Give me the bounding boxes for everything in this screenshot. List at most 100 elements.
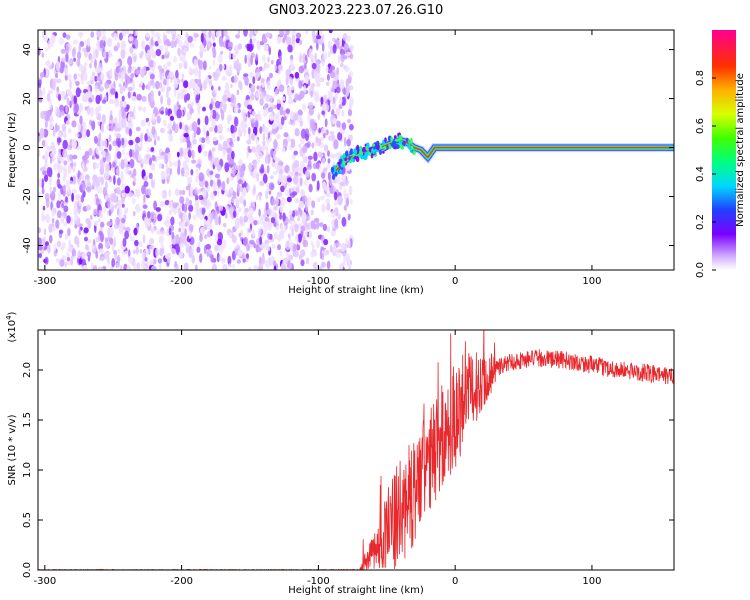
noise-blob bbox=[190, 248, 195, 254]
noise-blob bbox=[56, 240, 62, 248]
noise-blob bbox=[251, 110, 256, 117]
noise-blob bbox=[181, 78, 184, 83]
noise-blob bbox=[339, 62, 344, 68]
noise-blob bbox=[332, 80, 337, 91]
noise-blob bbox=[270, 95, 273, 103]
noise-blob bbox=[334, 152, 341, 160]
noise-blob bbox=[231, 150, 235, 160]
noise-blob bbox=[143, 106, 147, 113]
noise-blob bbox=[299, 165, 303, 174]
noise-blob bbox=[280, 196, 286, 207]
noise-blob bbox=[251, 146, 256, 153]
noise-blob bbox=[127, 56, 133, 66]
noise-blob bbox=[80, 65, 85, 76]
noise-blob bbox=[283, 225, 287, 233]
noise-blob bbox=[151, 126, 156, 136]
noise-blob bbox=[141, 66, 147, 73]
x-tick-label: 0 bbox=[452, 576, 458, 587]
noise-blob bbox=[76, 58, 81, 67]
noise-blob bbox=[346, 35, 351, 42]
noise-blob bbox=[198, 194, 204, 201]
tone-blob bbox=[371, 143, 375, 147]
colorbar-gradient bbox=[712, 30, 736, 270]
noise-blob bbox=[135, 30, 139, 35]
noise-blob bbox=[244, 54, 247, 64]
noise-blob bbox=[247, 228, 252, 233]
noise-blob bbox=[108, 209, 112, 217]
noise-blob bbox=[98, 145, 104, 151]
noise-blob bbox=[134, 39, 139, 48]
noise-blob bbox=[211, 118, 216, 129]
noise-blob bbox=[279, 55, 282, 63]
noise-blob bbox=[91, 120, 96, 131]
x-tick-label: -100 bbox=[307, 576, 330, 587]
noise-blob bbox=[220, 244, 224, 254]
tone-blob bbox=[352, 153, 355, 157]
noise-blob bbox=[307, 114, 311, 123]
noise-blob bbox=[179, 189, 183, 196]
noise-blob bbox=[218, 135, 224, 141]
noise-blob bbox=[331, 88, 335, 93]
noise-blob bbox=[118, 83, 122, 88]
noise-blob bbox=[63, 131, 67, 139]
noise-blob bbox=[41, 139, 46, 147]
noise-blob bbox=[214, 232, 219, 243]
noise-blob bbox=[68, 180, 74, 185]
noise-blob bbox=[257, 247, 262, 253]
noise-blob bbox=[130, 236, 136, 242]
noise-blob bbox=[126, 75, 131, 85]
noise-blob bbox=[153, 258, 157, 265]
noise-blob bbox=[42, 155, 46, 160]
noise-blob bbox=[247, 266, 252, 270]
tone-blob bbox=[359, 150, 363, 155]
noise-blob bbox=[252, 229, 256, 238]
noise-blob bbox=[39, 167, 46, 172]
noise-blob bbox=[206, 135, 211, 145]
x-tick-label: 0 bbox=[452, 276, 458, 287]
noise-blob bbox=[128, 139, 134, 146]
noise-blob bbox=[205, 243, 211, 250]
tone-blob bbox=[353, 148, 358, 155]
noise-blob bbox=[345, 237, 348, 249]
noise-blob bbox=[316, 221, 320, 230]
noise-blob bbox=[168, 133, 174, 142]
noise-blob bbox=[108, 50, 112, 57]
noise-blob bbox=[150, 163, 156, 171]
noise-blob bbox=[304, 170, 310, 178]
noise-blob bbox=[110, 193, 115, 202]
noise-blob bbox=[169, 168, 173, 175]
snr-scale-prefix: (x10 bbox=[7, 320, 18, 343]
noise-blob bbox=[343, 87, 347, 96]
noise-blob bbox=[299, 177, 303, 186]
noise-blob bbox=[237, 179, 243, 185]
noise-blob bbox=[302, 145, 308, 154]
noise-blob bbox=[100, 72, 105, 81]
noise-blob bbox=[234, 116, 239, 127]
noise-blob bbox=[74, 224, 78, 229]
noise-blob bbox=[255, 68, 261, 73]
noise-blob bbox=[128, 249, 131, 257]
noise-blob bbox=[267, 225, 272, 231]
noise-blob bbox=[197, 241, 201, 247]
noise-blob bbox=[102, 30, 106, 38]
noise-blob bbox=[214, 244, 219, 252]
noise-blob bbox=[336, 67, 339, 76]
noise-blob bbox=[291, 153, 296, 160]
noise-blob bbox=[48, 90, 53, 95]
noise-blob bbox=[232, 234, 237, 244]
noise-blob bbox=[49, 234, 53, 244]
noise-blob bbox=[59, 259, 65, 267]
tone-blob bbox=[330, 166, 335, 173]
noise-blob bbox=[291, 162, 297, 173]
noise-blob bbox=[90, 214, 93, 221]
noise-blob bbox=[97, 105, 102, 112]
tone-blob bbox=[351, 158, 355, 162]
noise-blob bbox=[276, 36, 282, 44]
noise-blob bbox=[98, 132, 102, 141]
noise-blob bbox=[104, 241, 110, 249]
noise-blob bbox=[250, 55, 254, 66]
noise-blob bbox=[244, 76, 249, 86]
noise-blob bbox=[264, 155, 269, 165]
noise-blob bbox=[246, 245, 250, 252]
noise-blob bbox=[103, 139, 108, 150]
